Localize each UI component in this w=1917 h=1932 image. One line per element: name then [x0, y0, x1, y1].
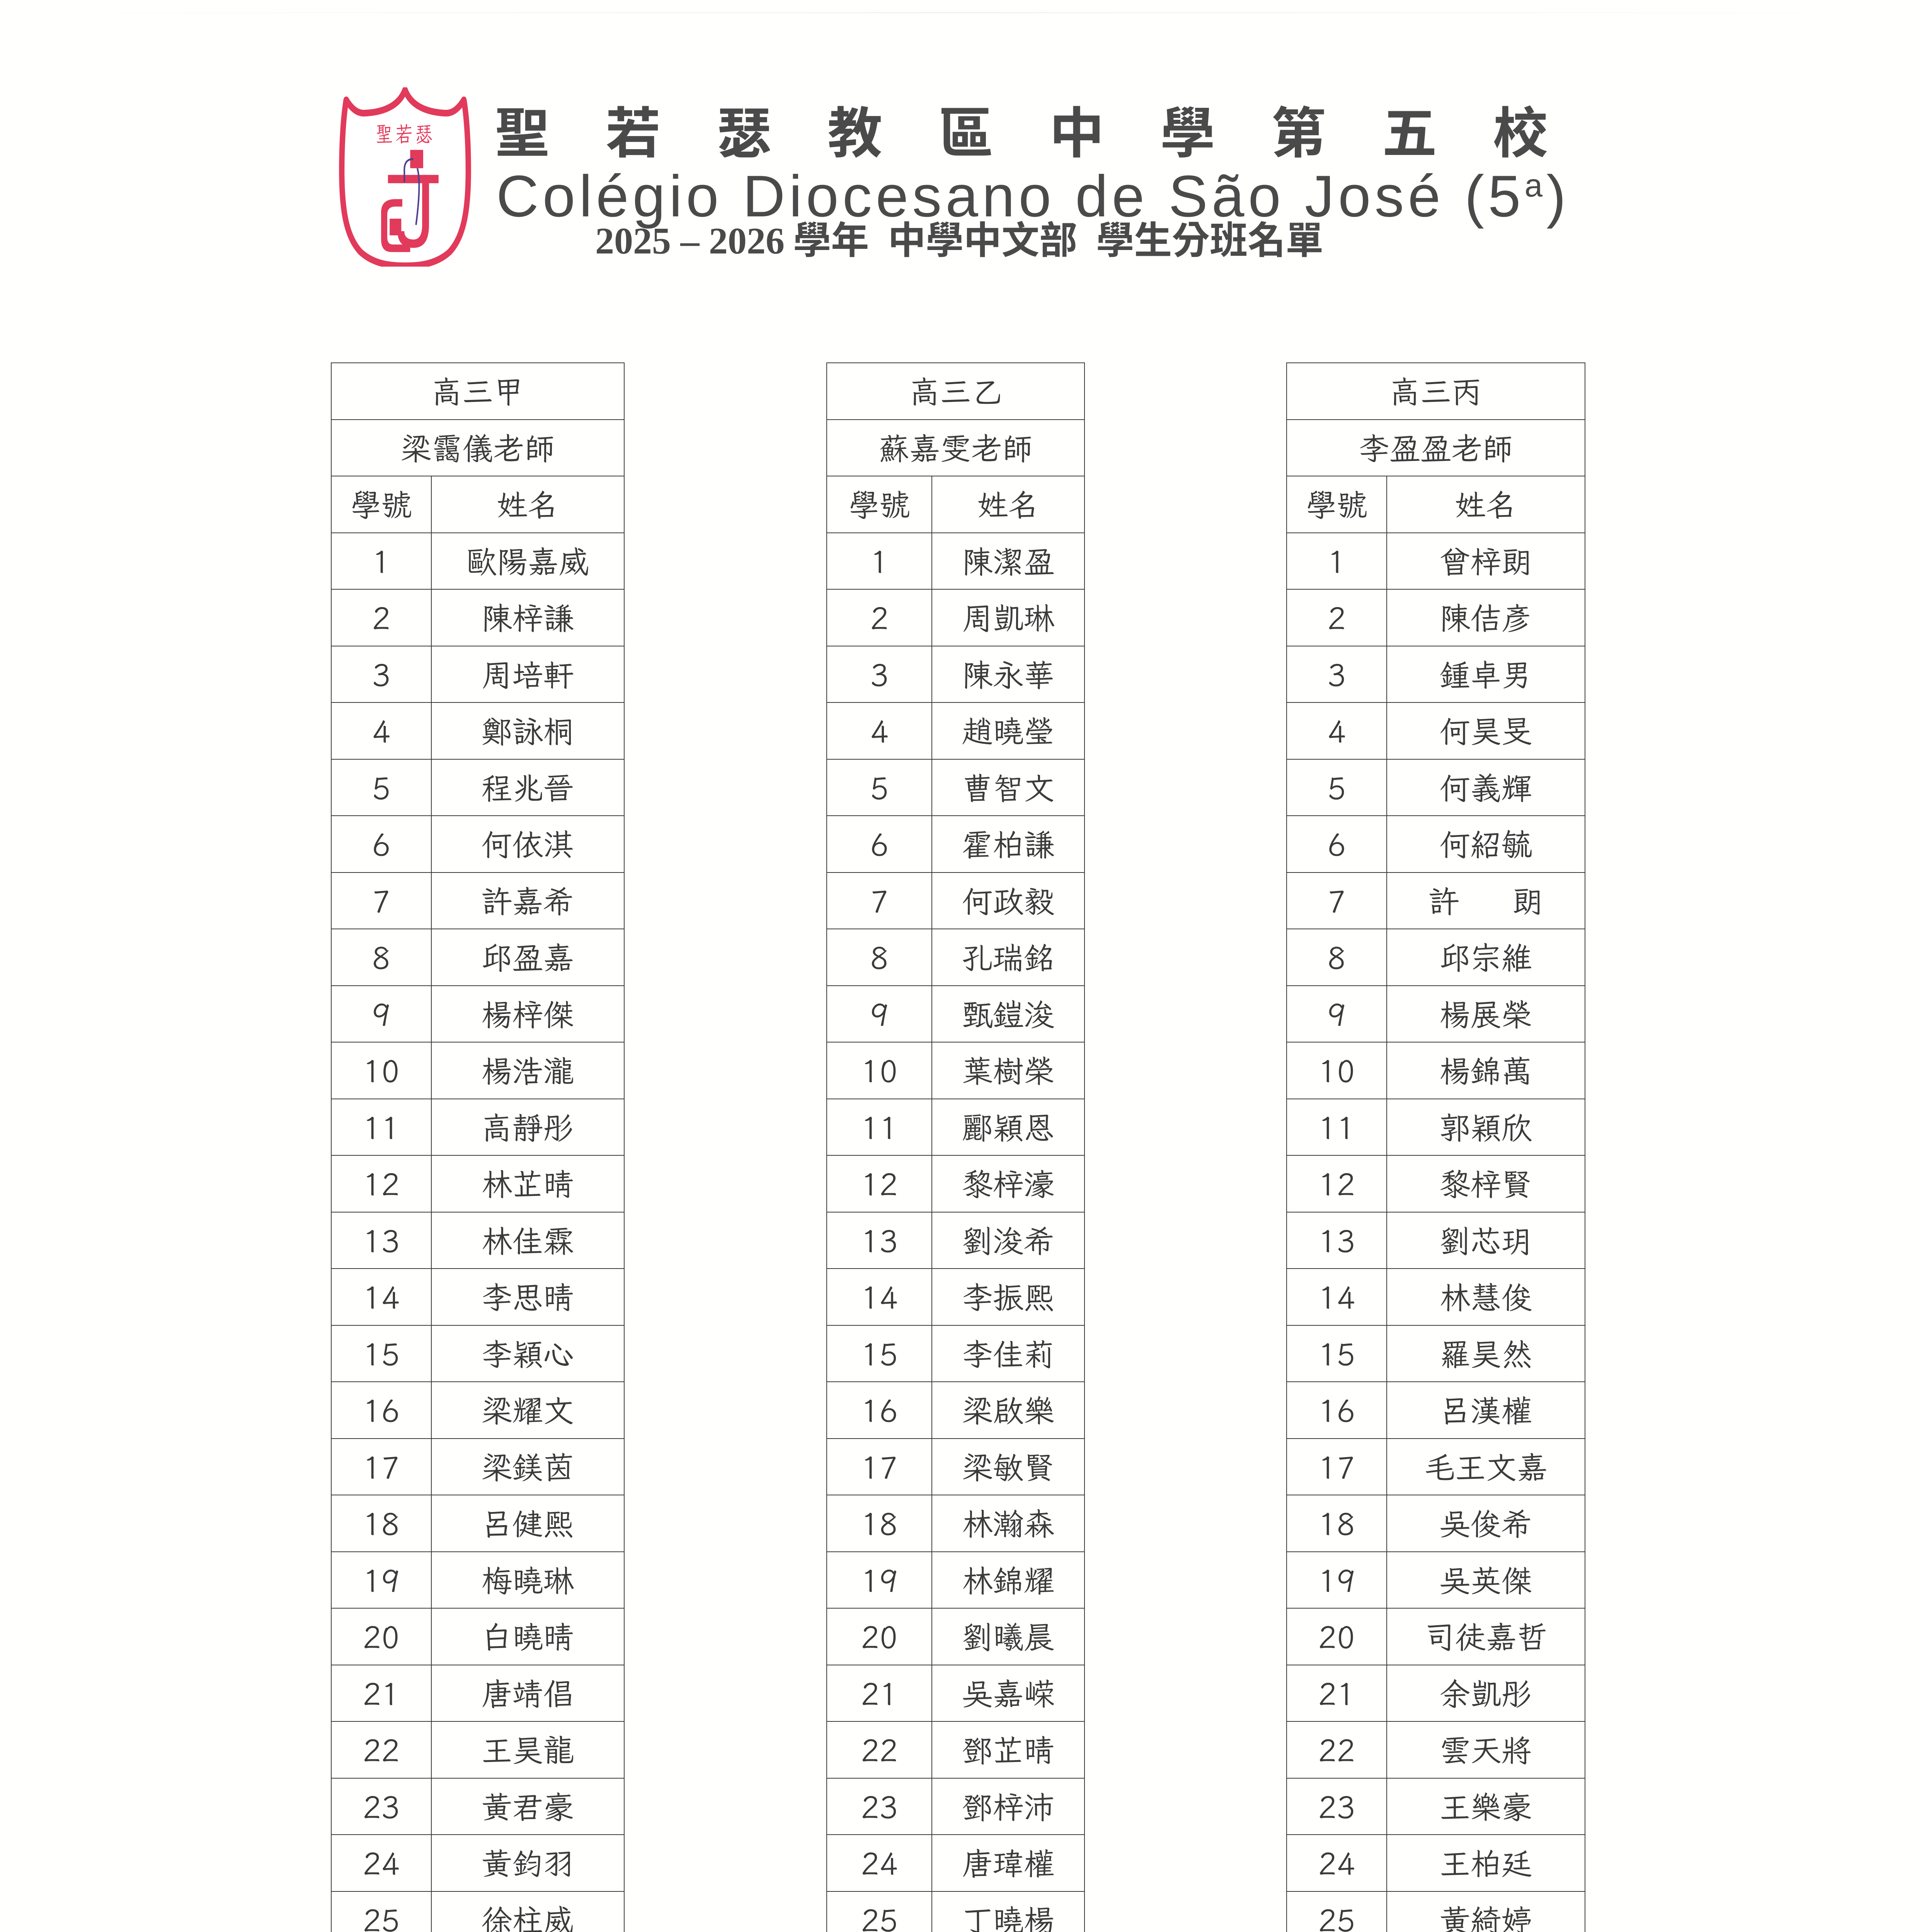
svg-text:聖若瑟: 聖若瑟	[375, 119, 435, 148]
